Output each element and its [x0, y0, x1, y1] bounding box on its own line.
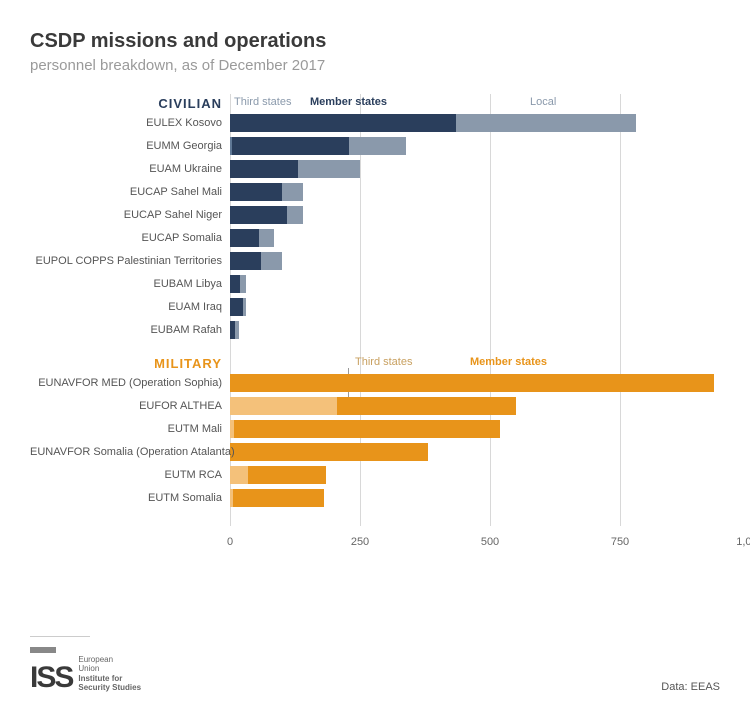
seg-local: [456, 114, 635, 132]
civilian-bar-row: EUAM Iraq: [230, 298, 246, 316]
seg-third: [230, 466, 248, 484]
gridline: [360, 94, 361, 526]
civilian-bar-row: EUPOL COPPS Palestinian Territories: [230, 252, 282, 270]
row-label: EUTM Mali: [30, 423, 230, 435]
iss-sub-2: Union: [78, 664, 141, 674]
seg-member: [234, 420, 500, 438]
row-label: EUBAM Rafah: [30, 324, 230, 336]
x-axis-label: 1,000: [736, 536, 750, 548]
seg-local: [243, 298, 246, 316]
legend-mil-member: Member states: [470, 356, 547, 368]
seg-local: [298, 160, 360, 178]
footer: ISS European Union Institute for Securit…: [30, 636, 720, 693]
row-label: EUTM Somalia: [30, 492, 230, 504]
seg-member: [337, 397, 516, 415]
section-header-military: MILITARY: [30, 356, 230, 371]
civilian-bar-row: EUBAM Libya: [230, 275, 246, 293]
row-label: EUAM Iraq: [30, 301, 230, 313]
x-axis-label: 500: [481, 536, 499, 548]
data-source: Data: EEAS: [661, 681, 720, 693]
row-label: EUAM Ukraine: [30, 163, 230, 175]
seg-member: [230, 252, 261, 270]
military-bar-row: EUNAVFOR MED (Operation Sophia): [230, 374, 714, 392]
seg-third: [230, 397, 337, 415]
seg-member: [230, 160, 298, 178]
civilian-bar-row: EUCAP Sahel Mali: [230, 183, 303, 201]
civilian-bar-row: EUMM Georgia: [230, 137, 406, 155]
row-label: EUCAP Somalia: [30, 232, 230, 244]
military-bar-row: EUNAVFOR Somalia (Operation Atalanta): [230, 443, 428, 461]
military-bar-row: EUFOR ALTHEA: [230, 397, 516, 415]
seg-member: [230, 298, 243, 316]
row-label: EUTM RCA: [30, 469, 230, 481]
iss-logo-block: ISS European Union Institute for Securit…: [30, 636, 141, 693]
seg-local: [349, 137, 406, 155]
seg-member: [230, 229, 259, 247]
gridline: [620, 94, 621, 526]
legend-civ-member: Member states: [310, 96, 387, 108]
row-label: EUBAM Libya: [30, 278, 230, 290]
civilian-bar-row: EUCAP Sahel Niger: [230, 206, 303, 224]
row-label: EULEX Kosovo: [30, 117, 230, 129]
seg-local: [287, 206, 303, 224]
seg-member: [232, 137, 349, 155]
civilian-bar-row: EUBAM Rafah: [230, 321, 239, 339]
military-bar-row: EUTM Mali: [230, 420, 500, 438]
gridline: [490, 94, 491, 526]
x-axis-label: 0: [227, 536, 233, 548]
row-label: EUMM Georgia: [30, 140, 230, 152]
chart-area: 02505007501,000CIVILIANThird statesMembe…: [230, 94, 750, 554]
seg-local: [235, 321, 239, 339]
row-label: EUFOR ALTHEA: [30, 400, 230, 412]
military-bar-row: EUTM RCA: [230, 466, 326, 484]
row-label: EUPOL COPPS Palestinian Territories: [30, 255, 230, 267]
iss-sub-4: Security Studies: [78, 683, 141, 693]
seg-member: [230, 114, 456, 132]
seg-local: [259, 229, 275, 247]
iss-logo-subtext: European Union Institute for Security St…: [78, 655, 141, 693]
seg-local: [240, 275, 245, 293]
chart-subtitle: personnel breakdown, as of December 2017: [30, 57, 720, 74]
seg-member: [230, 443, 428, 461]
section-header-civilian: CIVILIAN: [30, 96, 230, 111]
civilian-bar-row: EULEX Kosovo: [230, 114, 636, 132]
x-axis-label: 750: [611, 536, 629, 548]
row-label: EUCAP Sahel Niger: [30, 209, 230, 221]
seg-member: [233, 489, 324, 507]
footer-separator: [30, 636, 90, 637]
seg-member: [230, 374, 714, 392]
row-label: EUNAVFOR MED (Operation Sophia): [30, 377, 230, 389]
seg-local: [282, 183, 303, 201]
row-label: EUCAP Sahel Mali: [30, 186, 230, 198]
legend-mil-third: Third states: [355, 356, 412, 368]
row-label: EUNAVFOR Somalia (Operation Atalanta): [30, 446, 230, 458]
civilian-bar-row: EUCAP Somalia: [230, 229, 274, 247]
military-bar-row: EUTM Somalia: [230, 489, 324, 507]
seg-local: [261, 252, 282, 270]
iss-logo: ISS European Union Institute for Securit…: [30, 655, 141, 693]
iss-sub-3: Institute for: [78, 674, 141, 684]
seg-member: [248, 466, 326, 484]
seg-member: [230, 275, 240, 293]
iss-logo-bar: [30, 647, 56, 653]
legend-civ-third: Third states: [234, 96, 291, 108]
x-axis-label: 250: [351, 536, 369, 548]
iss-logo-text: ISS: [30, 663, 72, 693]
civilian-bar-row: EUAM Ukraine: [230, 160, 360, 178]
seg-member: [230, 183, 282, 201]
iss-sub-1: European: [78, 655, 141, 665]
legend-civ-local: Local: [530, 96, 556, 108]
chart-title: CSDP missions and operations: [30, 30, 720, 53]
seg-member: [230, 206, 287, 224]
